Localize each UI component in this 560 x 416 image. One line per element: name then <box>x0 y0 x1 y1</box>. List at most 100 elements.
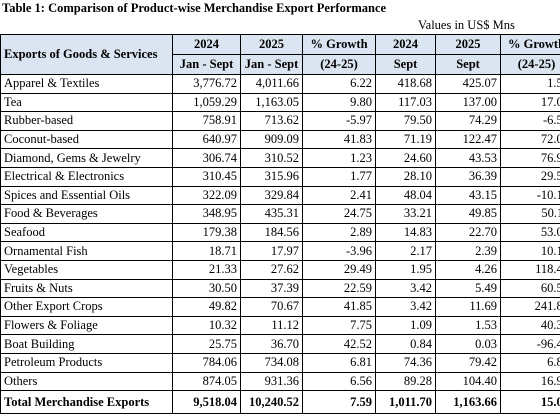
column-subheader: Jan - Sept <box>172 54 241 75</box>
cell-value: 874.05 <box>172 371 241 392</box>
column-header: % Growth <box>500 34 560 55</box>
table-row: Apparel & Textiles 3,776.72 4,011.66 6.22 41… <box>0 74 560 94</box>
table-row: Spices and Essential Oils 322.09 329.84 2.4… <box>0 185 560 206</box>
cell-value: 40.37 <box>500 315 560 336</box>
cell-value: 184.56 <box>240 222 303 243</box>
row-label: Other Export Crops <box>0 297 173 317</box>
cell-value: 71.19 <box>375 129 436 150</box>
column-header: 2024 <box>375 34 436 55</box>
cell-value: 42.52 <box>302 334 376 354</box>
row-label: Coconut-based <box>0 129 173 150</box>
cell-value: 10.14 <box>500 241 560 261</box>
table-header: Exports of Goods & Services 2024 2025% Gro… <box>0 34 560 75</box>
cell-value: 21.33 <box>172 259 241 280</box>
cell-value: 17.06 <box>500 92 560 113</box>
column-header: Exports of Goods & Services <box>0 34 173 75</box>
column-subheader: Sept <box>375 54 436 75</box>
cell-value: 43.53 <box>435 148 501 168</box>
cell-value: 36.39 <box>435 166 501 187</box>
column-subheader: Sept <box>435 54 501 75</box>
row-label: Ornamental Fish <box>0 241 173 261</box>
row-label: Seafood <box>0 222 173 243</box>
cell-value: 6.56 <box>302 371 376 392</box>
cell-value: 4.26 <box>435 259 501 280</box>
cell-value: 6.81 <box>500 352 560 373</box>
cell-value: 3.42 <box>375 297 436 317</box>
row-label: Electrical & Electronics <box>0 166 173 187</box>
table-row: Flowers & Foliage 10.32 11.12 7.75 1.09 1.53 4… <box>0 315 560 336</box>
row-label: Fruits & Nuts <box>0 278 173 299</box>
cell-value: 3,776.72 <box>172 74 241 94</box>
cell-value: 117.03 <box>375 92 436 113</box>
column-header: % Growth <box>302 34 376 55</box>
cell-value: 2.89 <box>302 222 376 243</box>
cell-value: 1.23 <box>302 148 376 168</box>
cell-value: -96.43 <box>500 334 560 354</box>
cell-value: 6.22 <box>302 74 376 94</box>
row-label: Diamond, Gems & Jewelry <box>0 148 173 168</box>
cell-value: 1,059.29 <box>172 92 241 113</box>
cell-value: 24.60 <box>375 148 436 168</box>
column-subheader: Jan - Sept <box>240 54 303 75</box>
cell-value: 118.46 <box>500 259 560 280</box>
cell-value: 241.81 <box>500 297 560 317</box>
cell-value: 30.50 <box>172 278 241 299</box>
cell-value: 306.74 <box>172 148 241 168</box>
cell-value: 179.38 <box>172 222 241 243</box>
cell-value: 1.09 <box>375 315 436 336</box>
cell-value: 784.06 <box>172 352 241 373</box>
cell-value: 2.39 <box>435 241 501 261</box>
cell-value: 7.75 <box>302 315 376 336</box>
cell-value: 713.62 <box>240 111 303 131</box>
cell-value: 36.70 <box>240 334 303 354</box>
total-value: 1,011.70 <box>375 390 436 415</box>
cell-value: 931.36 <box>240 371 303 392</box>
cell-value: 11.12 <box>240 315 303 336</box>
row-label: Boat Building <box>0 334 173 354</box>
row-label: Vegetables <box>0 259 173 280</box>
cell-value: 79.42 <box>435 352 501 373</box>
cell-value: 3.42 <box>375 278 436 299</box>
row-label: Apparel & Textiles <box>0 74 173 94</box>
column-subheader: (24-25) <box>302 54 376 75</box>
cell-value: 50.11 <box>500 204 560 224</box>
cell-value: 33.21 <box>375 204 436 224</box>
cell-value: 29.50 <box>500 166 560 187</box>
cell-value: 734.08 <box>240 352 303 373</box>
column-subheader: (24-25) <box>500 54 560 75</box>
cell-value: 28.10 <box>375 166 436 187</box>
cell-value: 329.84 <box>240 185 303 206</box>
cell-value: 1.53 <box>435 315 501 336</box>
cell-value: 4,011.66 <box>240 74 303 94</box>
cell-value: 25.75 <box>172 334 241 354</box>
cell-value: 60.53 <box>500 278 560 299</box>
table-title: Table 1: Comparison of Product-wise Merc… <box>2 1 387 15</box>
row-label: Flowers & Foliage <box>0 315 173 336</box>
cell-value: 29.49 <box>302 259 376 280</box>
cell-value: 322.09 <box>172 185 241 206</box>
cell-value: -10.18 <box>500 185 560 206</box>
cell-value: 53.07 <box>500 222 560 243</box>
cell-value: 1.95 <box>375 259 436 280</box>
column-header: 2024 <box>172 34 241 55</box>
cell-value: 89.28 <box>375 371 436 392</box>
cell-value: 16.95 <box>500 371 560 392</box>
cell-value: 0.84 <box>375 334 436 354</box>
cell-value: 74.36 <box>375 352 436 373</box>
cell-value: 24.75 <box>302 204 376 224</box>
cell-value: 17.97 <box>240 241 303 261</box>
table-row: Food & Beverages 348.95 435.31 24.75 33.21 49… <box>0 204 560 224</box>
cell-value: 0.03 <box>435 334 501 354</box>
cell-value: 1,163.05 <box>240 92 303 113</box>
cell-value: 418.68 <box>375 74 436 94</box>
row-label: Rubber-based <box>0 111 173 131</box>
units-note: Values in US$ Mns <box>418 18 515 32</box>
table-row: Boat Building 25.75 36.70 42.52 0.84 0.03 -96.… <box>0 334 560 354</box>
table-row: Electrical & Electronics 310.45 315.96 1.77… <box>0 166 560 187</box>
column-header: 2025 <box>240 34 303 55</box>
cell-value: 74.29 <box>435 111 501 131</box>
cell-value: 70.67 <box>240 297 303 317</box>
row-label: Tea <box>0 92 173 113</box>
